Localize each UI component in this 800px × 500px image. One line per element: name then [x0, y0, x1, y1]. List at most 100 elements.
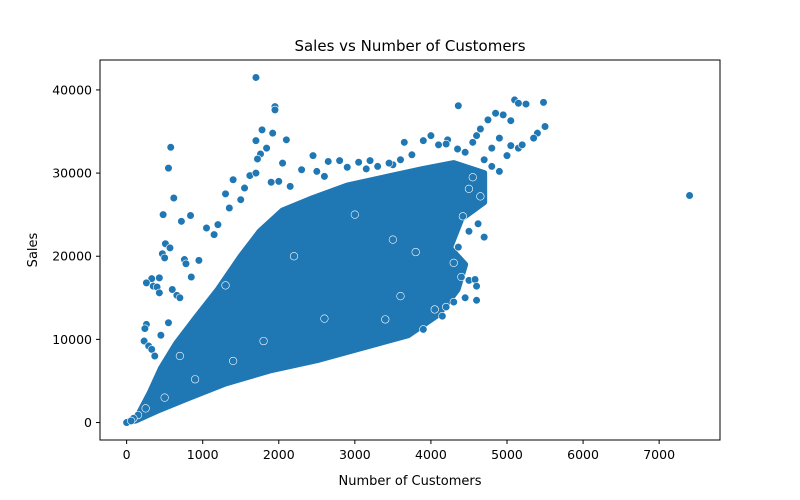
- scatter-point: [461, 293, 470, 302]
- scatter-point: [221, 281, 230, 290]
- scatter-point: [506, 116, 515, 125]
- scatter-point: [396, 155, 405, 164]
- scatter-point: [147, 345, 156, 354]
- scatter-point: [343, 163, 352, 172]
- scatter-point: [236, 195, 245, 204]
- scatter-point: [539, 98, 548, 107]
- scatter-point: [373, 162, 382, 171]
- scatter-point: [442, 302, 451, 312]
- scatter-point: [155, 273, 164, 282]
- scatter-point: [480, 155, 489, 164]
- scatter-point: [164, 163, 173, 173]
- scatter-point: [419, 325, 428, 334]
- x-tick-label: 6000: [567, 447, 599, 462]
- scatter-point: [262, 144, 271, 153]
- scatter-point: [289, 252, 299, 261]
- x-tick-label: 2000: [263, 447, 295, 462]
- scatter-point: [278, 159, 287, 168]
- scatter-point: [354, 158, 363, 167]
- scatter-point: [312, 167, 321, 176]
- scatter-point: [142, 278, 151, 287]
- scatter-point: [407, 150, 417, 159]
- scatter-point: [229, 175, 238, 184]
- scatter-point: [251, 168, 261, 178]
- x-axis: 0 1000 2000 3000 4000 5000 6000 7000: [123, 440, 675, 462]
- y-tick-label: 0: [84, 415, 92, 430]
- scatter-point: [169, 193, 178, 203]
- scatter-point: [483, 115, 493, 124]
- scatter-point: [476, 124, 485, 134]
- x-tick-label: 7000: [643, 447, 675, 462]
- scatter-point: [384, 159, 394, 168]
- scatter-points: [122, 73, 694, 427]
- scatter-point: [495, 134, 504, 143]
- scatter-point: [166, 143, 175, 152]
- scatter-point: [685, 191, 694, 200]
- scatter-point: [240, 183, 249, 193]
- scatter-point: [141, 404, 150, 413]
- scatter-point: [470, 275, 480, 284]
- scatter-point: [320, 172, 329, 181]
- scatter-point: [487, 162, 496, 171]
- scatter-point: [308, 151, 318, 160]
- scatter-point: [127, 416, 136, 425]
- scatter-point: [472, 131, 481, 140]
- scatter-point: [362, 164, 371, 174]
- scatter-point: [175, 293, 184, 302]
- scatter-point: [442, 139, 451, 149]
- scatter-point: [464, 227, 474, 236]
- scatter-point: [381, 315, 390, 324]
- scatter-point: [438, 312, 447, 321]
- scatter-point: [457, 272, 466, 282]
- dense-point-cloud: [123, 160, 488, 426]
- scatter-point: [165, 243, 175, 253]
- scatter-point: [177, 217, 186, 226]
- scatter-point: [286, 182, 295, 191]
- scatter-point: [473, 219, 483, 228]
- scatter-point: [454, 101, 463, 110]
- scatter-point: [320, 314, 329, 323]
- scatter-point: [472, 296, 481, 305]
- x-tick-label: 1000: [187, 447, 219, 462]
- scatter-point: [491, 109, 500, 118]
- scatter-point: [268, 129, 277, 138]
- scatter-point: [514, 99, 523, 108]
- scatter-point: [388, 235, 397, 244]
- dense-region: [123, 160, 488, 426]
- scatter-point: [140, 324, 149, 333]
- scatter-point: [194, 256, 203, 265]
- scatter-point: [324, 157, 333, 166]
- scatter-point: [190, 375, 200, 384]
- scatter-point: [453, 144, 462, 154]
- scatter-point: [487, 144, 496, 153]
- scatter-point: [175, 351, 184, 361]
- scatter-point: [458, 212, 467, 221]
- y-tick-label: 30000: [52, 166, 92, 181]
- plot-frame: [99, 59, 721, 441]
- scatter-point: [270, 105, 280, 114]
- scatter-point: [495, 167, 504, 176]
- scatter-point: [160, 253, 169, 262]
- scatter-point: [150, 351, 159, 361]
- scatter-point: [267, 178, 276, 187]
- scatter-point: [253, 154, 262, 164]
- scatter-point: [155, 288, 164, 297]
- scatter-point: [168, 285, 177, 294]
- scatter-point: [396, 292, 405, 301]
- scatter-point: [210, 230, 219, 239]
- scatter-point: [454, 242, 463, 252]
- scatter-point: [464, 184, 474, 193]
- x-tick-label: 4000: [415, 447, 447, 462]
- x-tick-label: 0: [123, 447, 131, 462]
- scatter-point: [529, 134, 538, 143]
- scatter-point: [297, 165, 306, 174]
- y-axis-label: Sales: [26, 232, 41, 267]
- scatter-point: [419, 136, 428, 145]
- scatter-point: [449, 258, 458, 267]
- scatter-point: [225, 203, 234, 213]
- y-tick-label: 20000: [52, 249, 92, 264]
- scatter-point: [472, 282, 481, 291]
- scatter-point: [430, 305, 439, 314]
